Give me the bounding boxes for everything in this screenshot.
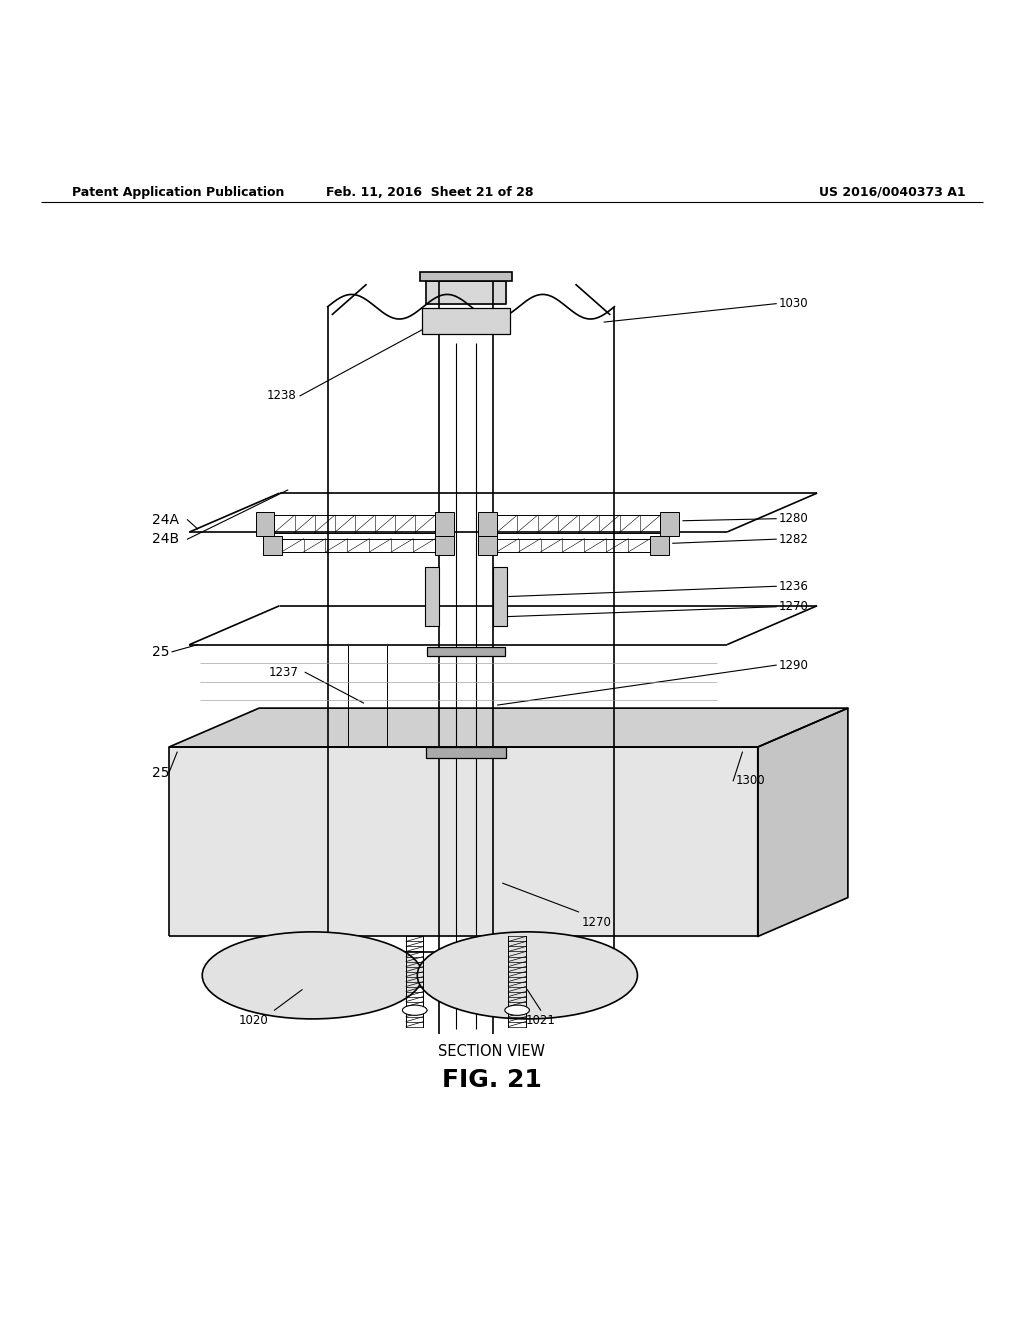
Text: 1238: 1238: [266, 389, 296, 403]
Text: 1270: 1270: [582, 916, 611, 929]
Text: 1300: 1300: [735, 775, 765, 787]
Ellipse shape: [418, 932, 637, 1019]
Text: 1030: 1030: [778, 297, 808, 310]
Text: 1280: 1280: [778, 512, 808, 525]
Text: SECTION VIEW: SECTION VIEW: [438, 1044, 545, 1059]
Text: 1021: 1021: [525, 1014, 556, 1027]
Bar: [263, 536, 282, 554]
Bar: [422, 308, 510, 334]
Bar: [650, 536, 669, 554]
Text: 1236: 1236: [778, 579, 808, 593]
Bar: [427, 647, 505, 656]
Bar: [435, 512, 454, 536]
Text: 1270: 1270: [778, 601, 808, 614]
Text: 1237: 1237: [268, 665, 298, 678]
Polygon shape: [169, 747, 758, 936]
Text: 24A: 24A: [152, 512, 178, 527]
Text: 1290: 1290: [778, 659, 808, 672]
Polygon shape: [169, 708, 848, 747]
Text: 24B: 24B: [152, 532, 178, 546]
Text: 25: 25: [152, 766, 169, 780]
Bar: [493, 566, 507, 626]
Bar: [478, 512, 497, 536]
Text: 25: 25: [152, 644, 169, 659]
Text: FIG. 21: FIG. 21: [441, 1068, 542, 1092]
Bar: [426, 747, 506, 758]
Polygon shape: [426, 281, 506, 304]
Text: 1282: 1282: [778, 533, 808, 545]
Bar: [660, 512, 679, 536]
Ellipse shape: [505, 1005, 529, 1015]
Bar: [420, 272, 512, 281]
Ellipse shape: [402, 1005, 427, 1015]
Bar: [256, 512, 274, 536]
Text: US 2016/0040373 A1: US 2016/0040373 A1: [819, 186, 966, 198]
Ellipse shape: [203, 932, 422, 1019]
Bar: [425, 566, 439, 626]
Polygon shape: [758, 708, 848, 936]
Text: Feb. 11, 2016  Sheet 21 of 28: Feb. 11, 2016 Sheet 21 of 28: [327, 186, 534, 198]
Text: 1020: 1020: [239, 1014, 269, 1027]
Bar: [478, 536, 497, 554]
Text: Patent Application Publication: Patent Application Publication: [72, 186, 284, 198]
Bar: [435, 536, 454, 554]
